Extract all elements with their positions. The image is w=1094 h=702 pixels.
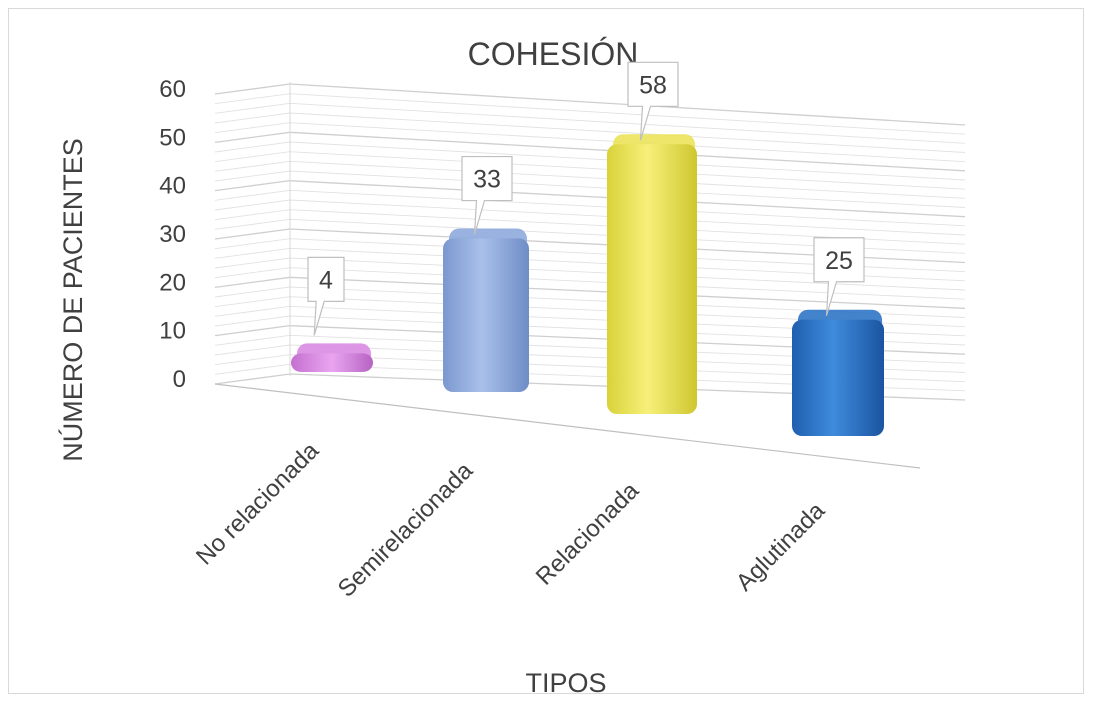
y-tick-label: 30	[159, 221, 186, 248]
bar-body	[792, 319, 884, 436]
gridline	[214, 93, 966, 135]
chart-floor	[214, 383, 921, 469]
data-labels: 4 33 58 25	[307, 61, 865, 336]
y-axis-title: NÚMERO DE PACIENTES	[57, 138, 88, 462]
y-tick-label: 40	[159, 173, 186, 200]
category-labels: No relacionada Semirelacionada Relacionada…	[191, 437, 831, 603]
data-label: 58	[627, 61, 679, 141]
category-label: No relacionada	[191, 437, 325, 571]
bar-body	[443, 238, 529, 392]
gridline	[214, 160, 966, 199]
y-tick-label: 10	[159, 318, 186, 345]
svg-text:25: 25	[825, 247, 853, 275]
chart-title: COHESIÓN	[468, 36, 639, 72]
gridline	[214, 102, 966, 144]
svg-text:4: 4	[319, 266, 333, 294]
category-label: Relacionada	[531, 477, 645, 591]
gridline	[214, 122, 966, 163]
gridline	[214, 199, 966, 236]
floor-edge	[214, 383, 921, 469]
svg-text:33: 33	[473, 166, 501, 194]
y-tick-label: 20	[159, 269, 186, 296]
y-axis-ticks: 0 10 20 30 40 50 60	[159, 76, 186, 393]
data-label: 33	[461, 155, 513, 235]
gridline	[214, 112, 966, 153]
bar	[291, 343, 373, 372]
y-tick-label: 0	[173, 366, 186, 393]
category-label: Aglutinada	[731, 497, 831, 597]
bar-body	[607, 144, 697, 415]
bar-body	[291, 353, 373, 372]
x-axis-title: TIPOS	[525, 668, 606, 698]
gridline	[214, 131, 966, 172]
data-label: 4	[307, 256, 345, 336]
bar	[792, 309, 884, 436]
category-label: Semirelacionada	[333, 457, 479, 603]
gridline	[214, 151, 966, 190]
bars	[291, 134, 884, 436]
gridline	[214, 141, 966, 181]
bar	[607, 134, 697, 415]
data-label: 25	[813, 237, 865, 316]
y-tick-label: 50	[159, 124, 186, 151]
gridlines	[214, 82, 966, 401]
bar	[443, 228, 529, 392]
gridline	[214, 189, 966, 227]
y-tick-label: 60	[159, 76, 186, 103]
svg-text:58: 58	[639, 71, 667, 99]
gridline	[214, 83, 966, 126]
